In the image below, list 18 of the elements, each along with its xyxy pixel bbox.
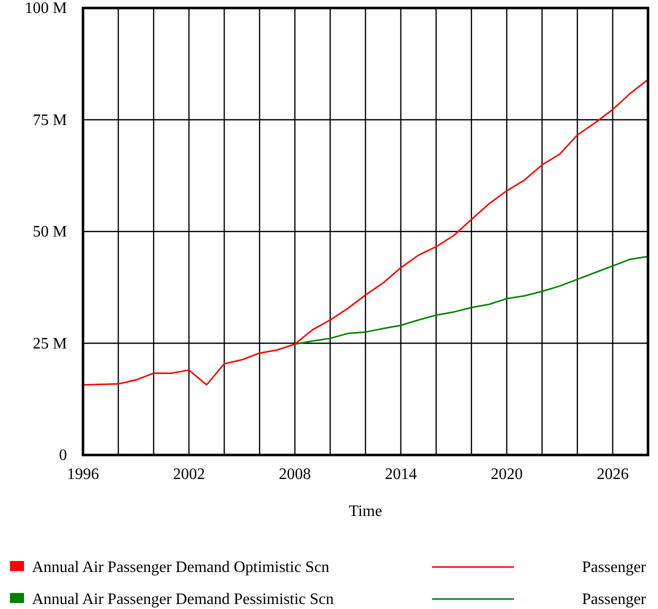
x-axis-title: Time: [348, 503, 382, 520]
text: Passenger: [582, 559, 647, 576]
y-tick-label: 100 M: [24, 0, 67, 17]
y-tick-label: 25 M: [32, 335, 67, 352]
legend-label: Annual Air Passenger Demand Pessimistic Scn: [32, 591, 334, 608]
line-series: [82, 78, 649, 386]
y-tick-label: 75 M: [32, 112, 67, 129]
x-tick-label: 2026: [596, 466, 629, 483]
x-tick-label: 2008: [278, 466, 311, 483]
line-series: [294, 256, 649, 345]
x-tick-label: 1996: [67, 466, 99, 483]
text: Passenger: [582, 591, 647, 608]
legend-label: Annual Air Passenger Demand Optimistic Scn: [32, 559, 330, 576]
x-tick-label: 2002: [172, 466, 205, 483]
x-tick-label: 2014: [384, 466, 417, 483]
y-tick-label: 50 M: [32, 224, 67, 240]
y-tick-label: 0: [59, 447, 67, 464]
x-tick-label: 2020: [490, 466, 523, 483]
